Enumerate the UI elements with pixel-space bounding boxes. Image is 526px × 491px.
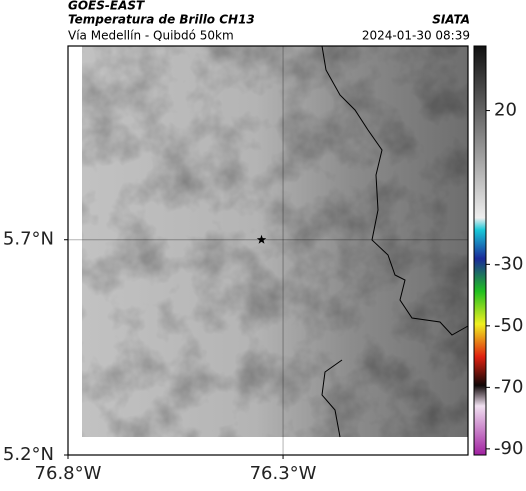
region: Vía Medellín - Quibdó 50km (68, 29, 234, 43)
dynamic: 76.8°W 76.3°W 5.7°N 5.2°N 20 -30 -50 -70 -90 (3, 46, 523, 484)
colorbar-label: -90 (494, 438, 523, 459)
image (82, 45, 469, 438)
timestamp: 2024-01-30 08:39 (362, 29, 470, 43)
colorbar (473, 45, 487, 456)
texture (82, 46, 468, 437)
map-frame (67, 45, 469, 456)
x-tick-label: 76.8°W (35, 463, 102, 484)
station (256, 234, 267, 244)
org: SIATA (432, 13, 470, 27)
border (321, 45, 469, 438)
product: Temperatura de Brillo CH13 (68, 13, 255, 27)
x-tick-label: 76.3°W (250, 463, 317, 484)
colorbar-label: -30 (494, 253, 523, 274)
y-tick-label: 5.2°N (3, 444, 54, 465)
colorbar-label: -70 (494, 376, 523, 397)
colorbar-label: 20 (494, 100, 517, 121)
satellite: GOES-EAST (68, 0, 145, 13)
y-tick-label: 5.7°N (3, 229, 54, 250)
colorbar-label: -50 (494, 315, 523, 336)
